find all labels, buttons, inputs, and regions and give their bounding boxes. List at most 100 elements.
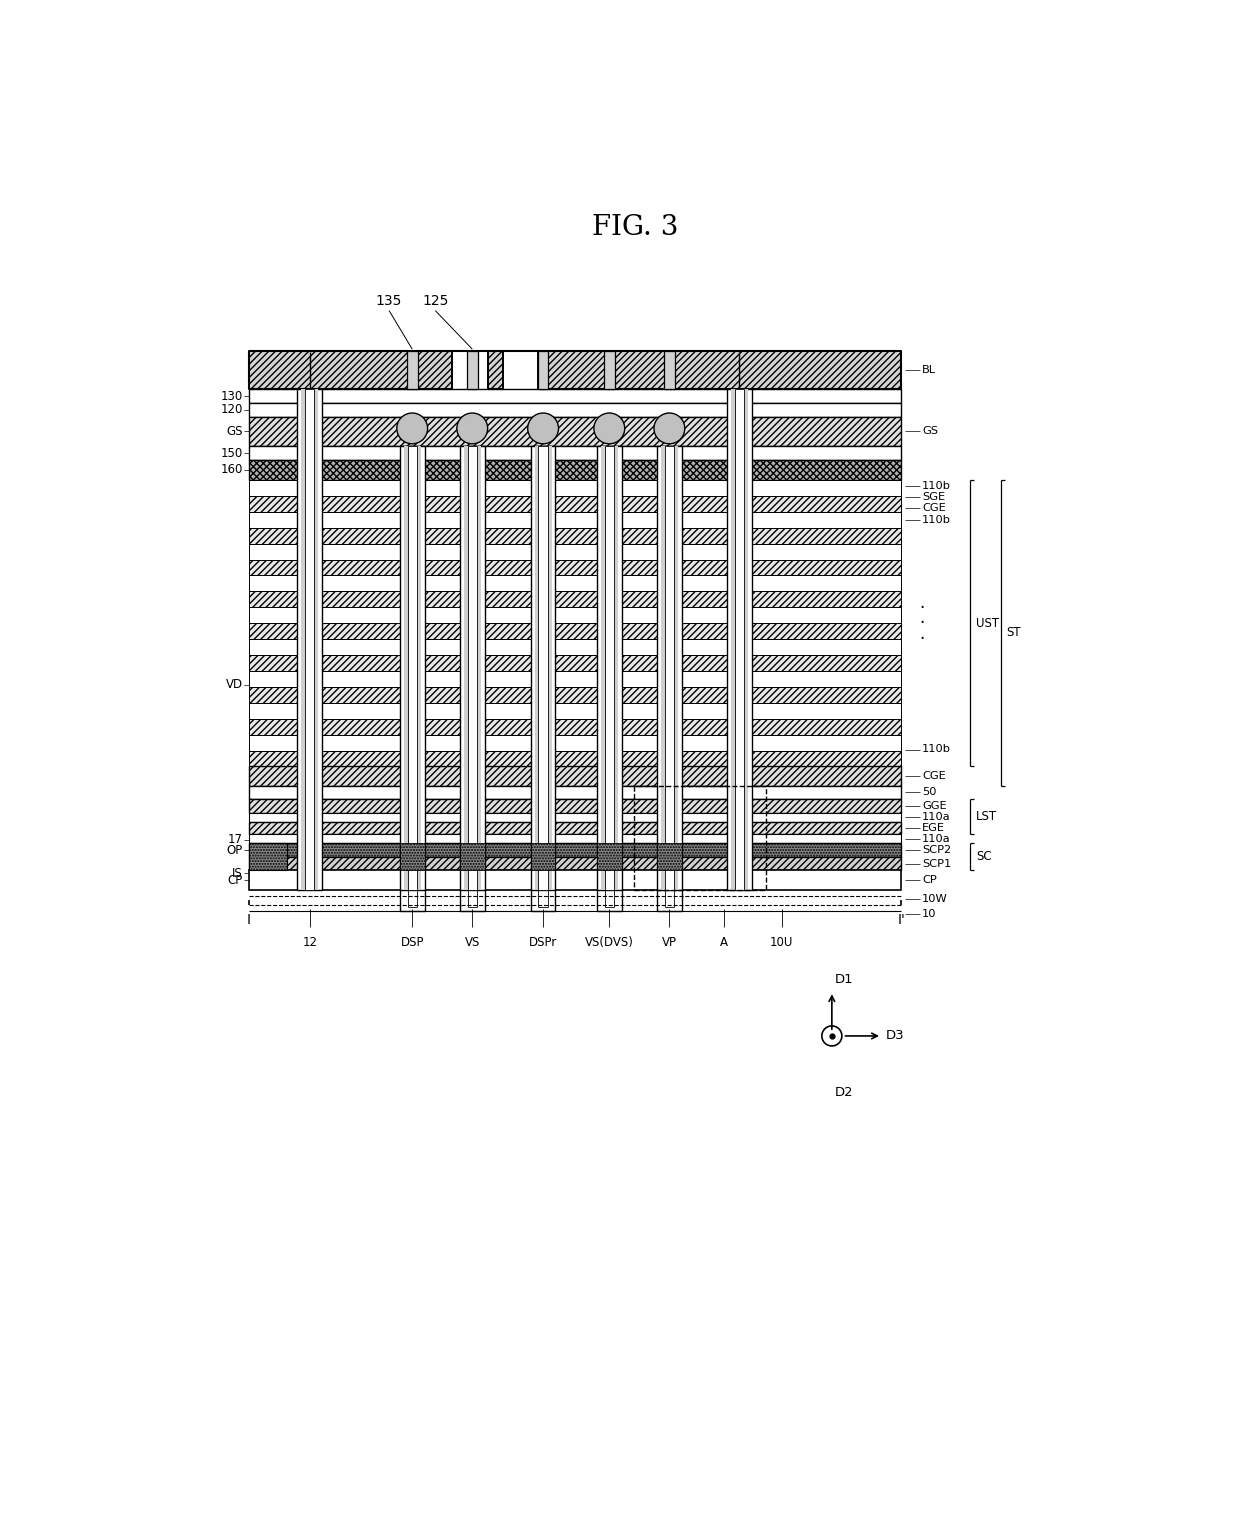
Bar: [249, 766, 901, 786]
Text: 130: 130: [221, 390, 243, 402]
Text: I: I: [247, 912, 250, 926]
Text: 12: 12: [303, 935, 317, 949]
Bar: [399, 445, 424, 889]
Bar: [249, 703, 901, 719]
Bar: [735, 389, 744, 889]
Bar: [538, 350, 548, 389]
Bar: [249, 350, 453, 389]
Circle shape: [594, 413, 625, 444]
Circle shape: [653, 413, 684, 444]
Bar: [249, 822, 901, 834]
Bar: [249, 786, 901, 799]
Text: 50: 50: [921, 788, 936, 797]
Text: SCP1: SCP1: [921, 859, 951, 869]
Bar: [534, 445, 552, 889]
Text: VD: VD: [226, 679, 243, 691]
Text: OP: OP: [227, 843, 243, 857]
Text: ·: ·: [919, 599, 925, 617]
Circle shape: [528, 413, 558, 444]
Bar: [596, 445, 621, 889]
Text: GGE: GGE: [921, 800, 946, 811]
Bar: [467, 350, 477, 389]
Text: DSPr: DSPr: [529, 935, 557, 949]
Bar: [538, 445, 548, 889]
Text: CP: CP: [921, 876, 936, 885]
Bar: [249, 719, 901, 734]
Bar: [663, 350, 675, 389]
Text: 10: 10: [921, 909, 936, 919]
Bar: [249, 843, 901, 857]
Bar: [249, 576, 901, 591]
Text: ·: ·: [919, 614, 925, 633]
Text: IS: IS: [232, 866, 243, 880]
Circle shape: [822, 1026, 842, 1046]
Bar: [531, 843, 556, 871]
Text: CP: CP: [228, 874, 243, 886]
Text: ·: ·: [919, 630, 925, 648]
Text: CGE: CGE: [921, 504, 946, 513]
Text: 160: 160: [221, 464, 243, 476]
Bar: [305, 389, 315, 889]
Bar: [634, 786, 766, 889]
Text: SCP2: SCP2: [921, 845, 951, 856]
Bar: [249, 544, 901, 559]
Text: GS: GS: [921, 427, 937, 436]
Text: A: A: [720, 935, 728, 949]
Bar: [657, 445, 682, 889]
Text: ST: ST: [1007, 627, 1022, 639]
Bar: [249, 687, 901, 703]
Text: 125: 125: [422, 295, 449, 309]
Bar: [249, 607, 901, 624]
Text: FIG. 3: FIG. 3: [593, 214, 678, 241]
Text: 110a: 110a: [921, 813, 951, 822]
Bar: [249, 834, 901, 843]
Text: CGE: CGE: [921, 771, 946, 782]
Text: 110b: 110b: [921, 515, 951, 525]
Text: 10U: 10U: [770, 935, 794, 949]
Text: 110a: 110a: [921, 834, 951, 843]
Text: UST: UST: [976, 617, 999, 630]
Bar: [249, 813, 901, 822]
Text: EGE: EGE: [921, 823, 945, 833]
Text: LST: LST: [976, 809, 997, 823]
Text: VP: VP: [662, 935, 677, 949]
Text: GS: GS: [226, 425, 243, 438]
Bar: [249, 857, 901, 871]
Text: VS(DVS): VS(DVS): [585, 935, 634, 949]
Bar: [249, 528, 901, 544]
Bar: [249, 843, 288, 871]
Bar: [657, 843, 682, 871]
Text: D2: D2: [835, 1086, 853, 1098]
Bar: [661, 445, 678, 889]
Text: 150: 150: [221, 447, 243, 459]
Text: 10W: 10W: [921, 894, 947, 903]
Bar: [531, 445, 556, 889]
Bar: [460, 843, 485, 871]
Text: 110b: 110b: [921, 745, 951, 754]
Bar: [249, 402, 901, 416]
Bar: [298, 389, 322, 889]
Text: VS: VS: [465, 935, 480, 949]
Text: BL: BL: [921, 366, 936, 375]
Bar: [249, 871, 901, 889]
Bar: [249, 416, 901, 445]
Text: 135: 135: [376, 295, 402, 309]
Text: I': I': [898, 912, 905, 926]
Text: SC: SC: [976, 851, 992, 863]
Bar: [249, 671, 901, 687]
Bar: [604, 350, 615, 389]
Bar: [249, 479, 901, 496]
Bar: [487, 350, 503, 389]
Text: DSP: DSP: [401, 935, 424, 949]
Bar: [249, 751, 901, 766]
Bar: [730, 389, 748, 889]
Text: D1: D1: [835, 972, 853, 986]
Bar: [399, 843, 424, 871]
Text: 120: 120: [221, 404, 243, 416]
Bar: [605, 445, 614, 889]
Bar: [249, 799, 901, 813]
Bar: [460, 445, 485, 889]
Bar: [301, 389, 319, 889]
Text: 17: 17: [228, 833, 243, 846]
Bar: [249, 496, 901, 511]
